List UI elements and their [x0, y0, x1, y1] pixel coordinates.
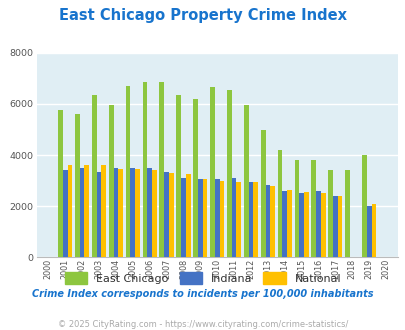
Bar	[92, 95, 96, 257]
Text: Crime Index corresponds to incidents per 100,000 inhabitants: Crime Index corresponds to incidents per…	[32, 289, 373, 299]
Legend: East Chicago, Indiana, National: East Chicago, Indiana, National	[60, 268, 345, 288]
Bar	[265, 184, 270, 257]
Bar	[248, 182, 253, 257]
Bar	[286, 190, 291, 257]
Bar	[366, 206, 371, 257]
Bar	[109, 105, 113, 257]
Bar	[130, 168, 135, 257]
Bar	[315, 191, 320, 257]
Bar	[58, 110, 63, 257]
Bar	[303, 192, 308, 257]
Bar	[260, 130, 265, 257]
Bar	[270, 186, 274, 257]
Bar	[135, 169, 140, 257]
Bar	[118, 169, 123, 257]
Bar	[176, 95, 181, 257]
Bar	[332, 196, 337, 257]
Bar	[147, 168, 151, 257]
Bar	[294, 160, 298, 257]
Bar	[311, 160, 315, 257]
Bar	[210, 87, 214, 257]
Bar	[126, 86, 130, 257]
Bar	[243, 105, 248, 257]
Bar	[344, 170, 349, 257]
Bar	[142, 82, 147, 257]
Bar	[226, 90, 231, 257]
Text: © 2025 CityRating.com - https://www.cityrating.com/crime-statistics/: © 2025 CityRating.com - https://www.city…	[58, 320, 347, 329]
Bar	[96, 172, 101, 257]
Bar	[361, 155, 366, 257]
Bar	[277, 150, 282, 257]
Bar	[214, 180, 219, 257]
Bar	[75, 114, 79, 257]
Bar	[198, 180, 202, 257]
Bar	[337, 196, 342, 257]
Bar	[79, 168, 84, 257]
Bar	[219, 181, 224, 257]
Bar	[298, 193, 303, 257]
Bar	[371, 204, 375, 257]
Bar	[328, 170, 332, 257]
Bar	[63, 170, 68, 257]
Bar	[236, 182, 241, 257]
Bar	[101, 165, 106, 257]
Bar	[151, 170, 156, 257]
Bar	[231, 178, 236, 257]
Bar	[159, 82, 164, 257]
Bar	[320, 193, 325, 257]
Bar	[68, 165, 72, 257]
Bar	[185, 174, 190, 257]
Bar	[202, 180, 207, 257]
Bar	[193, 99, 198, 257]
Bar	[168, 173, 173, 257]
Text: East Chicago Property Crime Index: East Chicago Property Crime Index	[59, 8, 346, 23]
Bar	[253, 182, 258, 257]
Bar	[181, 178, 185, 257]
Bar	[282, 191, 286, 257]
Bar	[84, 165, 89, 257]
Bar	[113, 168, 118, 257]
Bar	[164, 172, 168, 257]
